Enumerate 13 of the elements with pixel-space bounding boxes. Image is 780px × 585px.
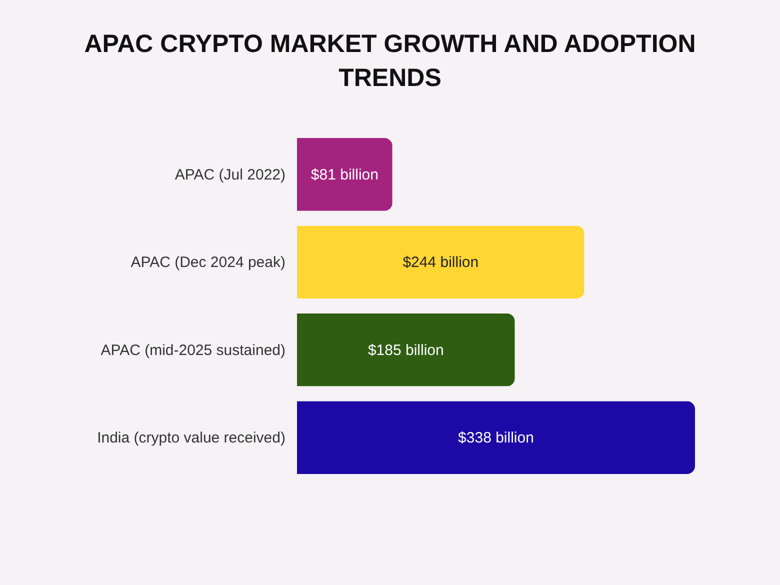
y-tick-label: India (crypto value received) [97, 430, 286, 447]
y-tick-label: APAC (mid-2025 sustained) [100, 342, 286, 359]
data-label: $244 billion [402, 254, 479, 272]
chart-title: APAC CRYPTO MARKET GROWTH AND ADOPTION TRENDS [84, 30, 696, 92]
bar [297, 138, 392, 211]
data-label: $338 billion [458, 430, 534, 447]
y-tick-label: APAC (Jul 2022) [174, 166, 286, 184]
data-label: $81 billion [310, 166, 378, 184]
bar [297, 313, 515, 386]
bar [297, 401, 695, 474]
y-tick-label: APAC (Dec 2024 peak) [130, 254, 286, 272]
bar [297, 226, 584, 299]
data-label: $185 billion [368, 342, 444, 359]
